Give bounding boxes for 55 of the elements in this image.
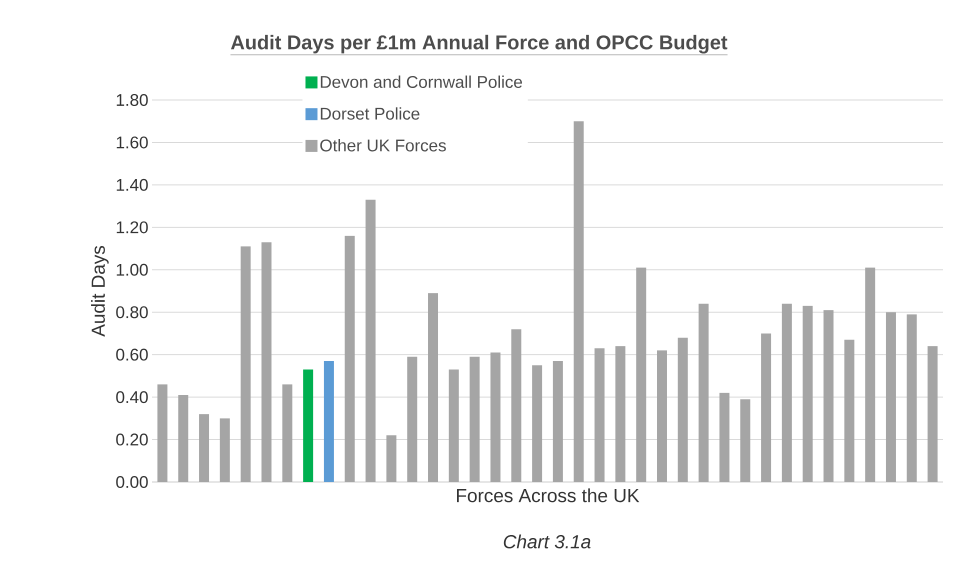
bar <box>282 384 292 482</box>
bar <box>886 312 896 482</box>
bar <box>366 200 376 482</box>
bar <box>844 340 854 482</box>
bar <box>574 121 584 482</box>
y-tick-label: 1.40 <box>116 178 148 191</box>
bar <box>928 346 938 482</box>
bar <box>761 333 772 482</box>
y-tick-label: 0.20 <box>116 434 148 446</box>
y-axis-title: Audit Days <box>91 246 109 337</box>
bar <box>552 361 563 482</box>
bar <box>594 348 605 482</box>
bar <box>428 293 438 482</box>
legend-label: Devon and Cornwall Police <box>320 76 522 88</box>
bar <box>448 370 459 482</box>
bar <box>740 399 750 482</box>
bar <box>656 350 667 482</box>
bar <box>220 418 230 482</box>
bar <box>906 314 917 482</box>
bar <box>199 414 210 482</box>
bar <box>344 236 355 482</box>
bar <box>261 242 272 482</box>
x-axis-title: Forces Across the UK <box>457 488 640 502</box>
bar <box>865 268 876 482</box>
bar <box>698 304 709 482</box>
y-tick-label: 1.20 <box>116 221 148 234</box>
y-tick-label: 0.80 <box>116 306 148 318</box>
bar <box>615 346 626 482</box>
bar <box>386 435 396 482</box>
y-tick-label: 0.00 <box>116 476 148 488</box>
bar <box>324 361 334 482</box>
caption: Chart 3.1a <box>504 534 591 548</box>
bar <box>407 356 418 482</box>
bar <box>678 338 688 482</box>
bar <box>470 356 480 482</box>
bar <box>802 306 813 482</box>
chart-title: Audit Days per £1m Annual Force and OPCC Budget <box>230 34 728 54</box>
bar <box>157 384 168 482</box>
bar <box>532 365 542 482</box>
y-tick-label: 1.60 <box>116 136 148 148</box>
y-tick-label: 1.00 <box>116 264 148 276</box>
bar <box>511 329 522 482</box>
bar <box>490 352 500 482</box>
bar <box>719 392 730 482</box>
legend-label: Other UK Forces <box>320 139 446 152</box>
y-tick-label: 0.60 <box>116 348 148 361</box>
bar <box>782 304 792 482</box>
y-tick-label: 0.40 <box>116 391 148 404</box>
bar <box>303 370 314 482</box>
bar <box>824 310 834 482</box>
bar <box>240 246 251 482</box>
bar <box>178 394 188 482</box>
bar <box>636 268 646 482</box>
y-tick-label: 1.80 <box>116 94 148 106</box>
legend-label: Dorset Police <box>320 107 420 120</box>
